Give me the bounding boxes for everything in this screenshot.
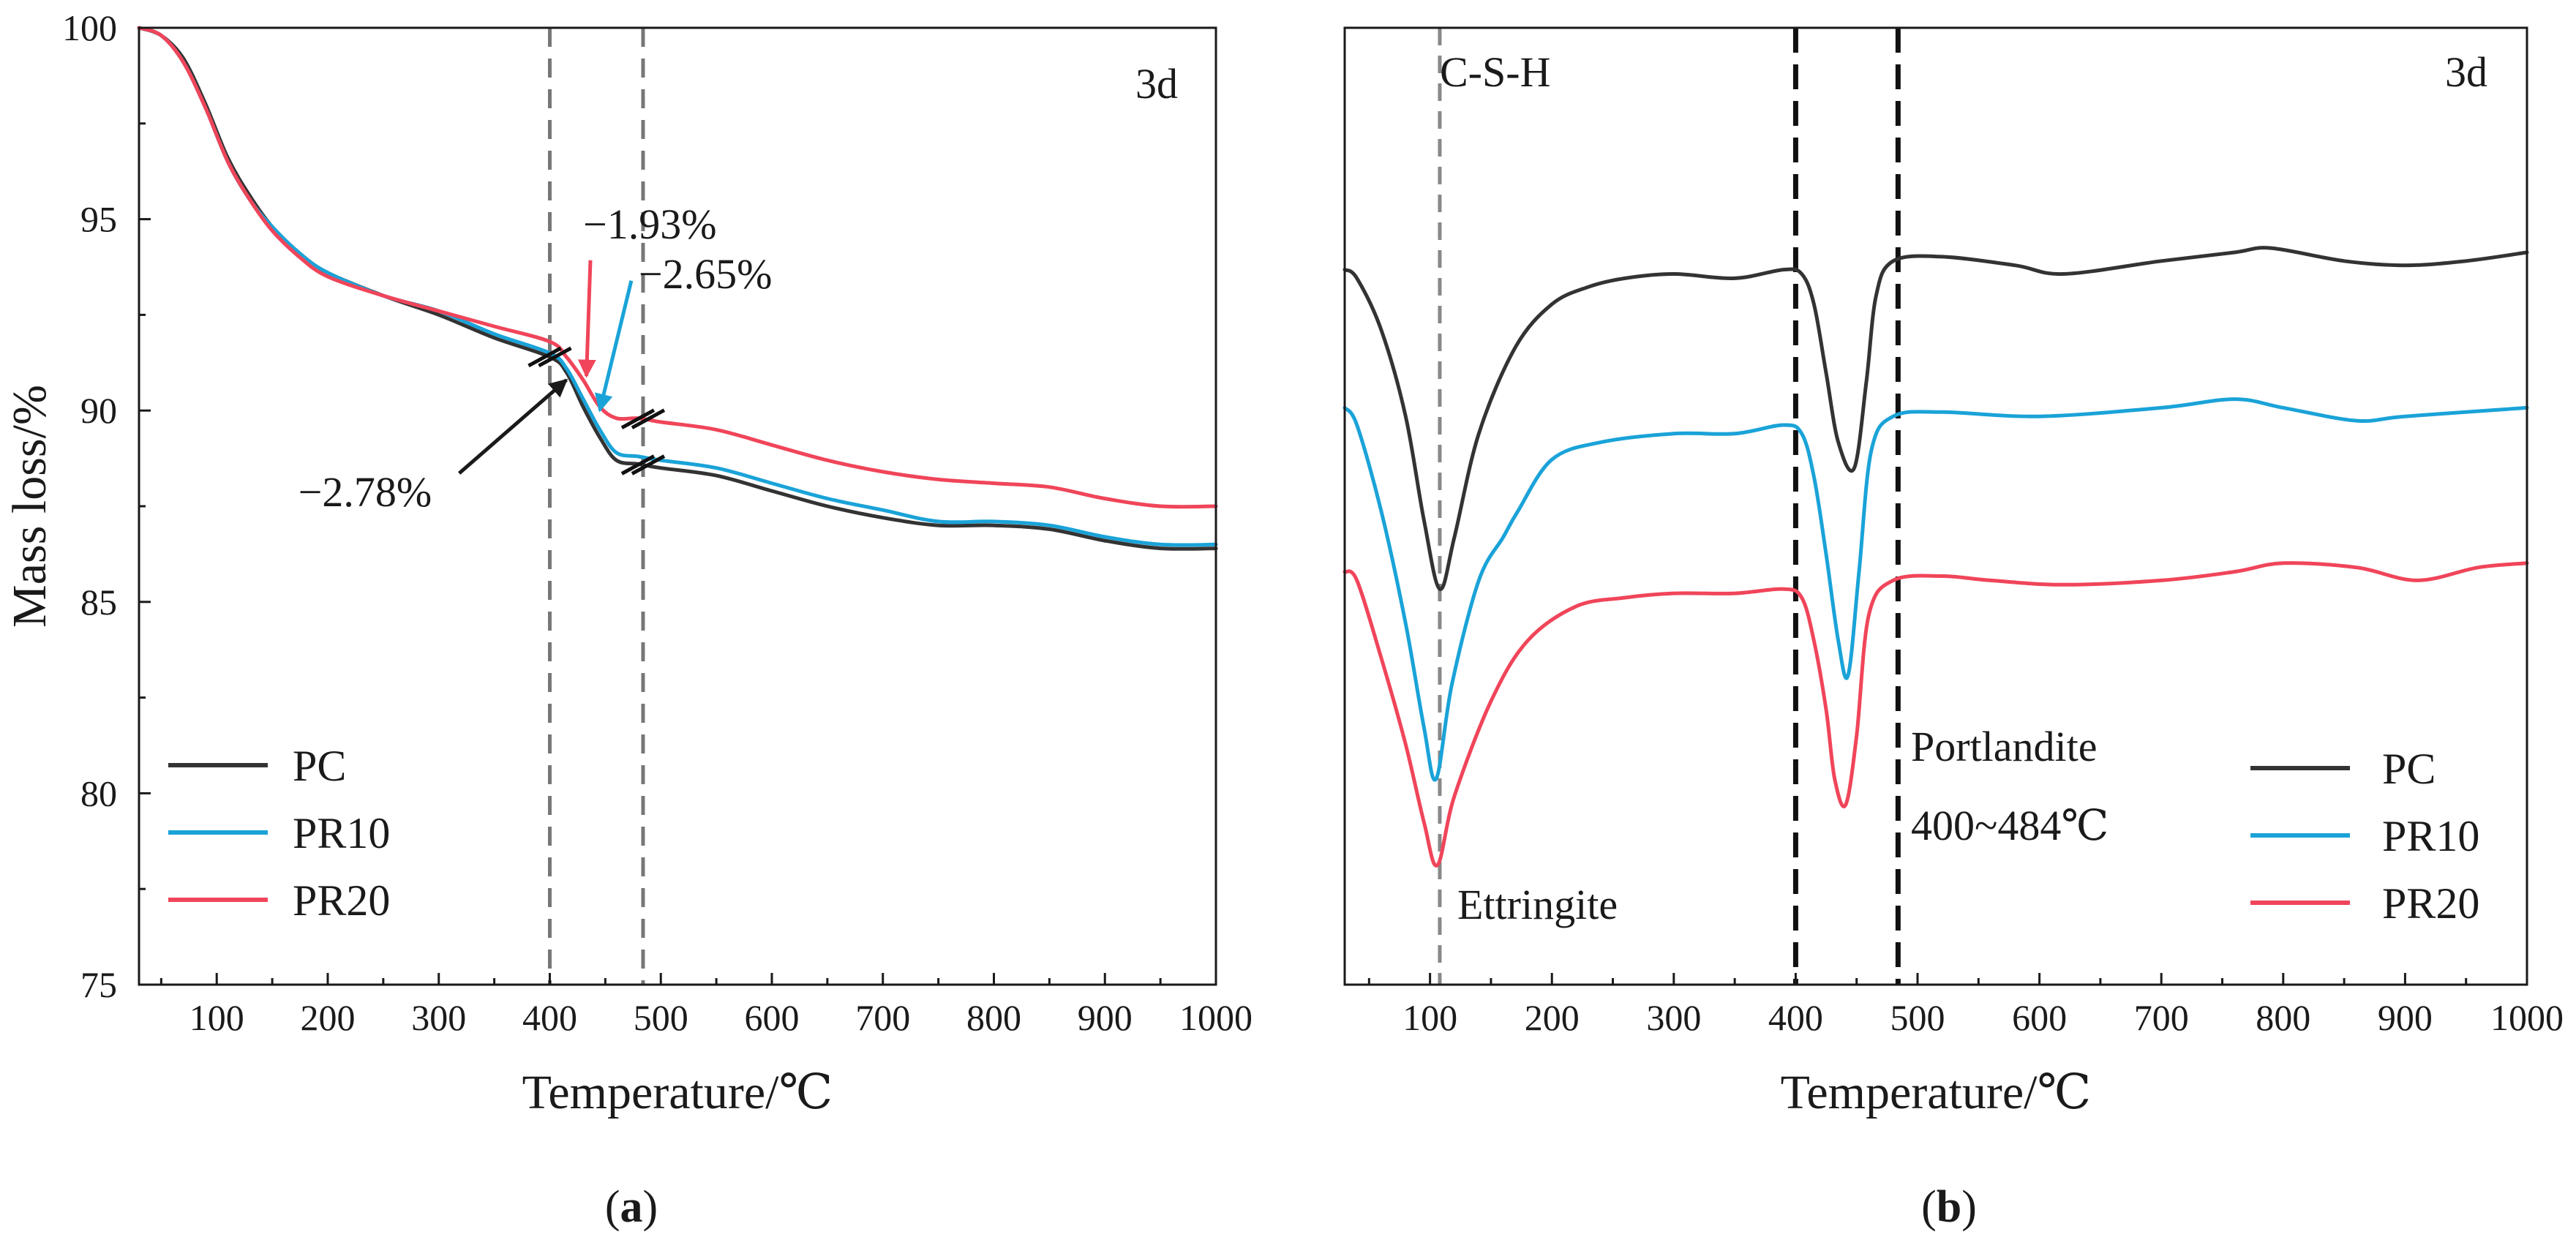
portlandite-label: Portlandite xyxy=(1911,723,2098,770)
panel-a-x-axis-title: Temperature/℃ xyxy=(522,1066,833,1119)
panel-a-x-tick-label: 500 xyxy=(634,997,688,1038)
csh-label: C-S-H xyxy=(1440,48,1550,96)
panel-a-y-tick-label: 95 xyxy=(80,199,117,240)
panel-b-series-line-pr20 xyxy=(1343,561,2529,868)
panel-b-x-axis-title: Temperature/℃ xyxy=(1781,1066,2092,1119)
panel-a-y-tick-label: 100 xyxy=(62,7,117,48)
panel-a-x-ticks: 100 200 300 400 500 600 700 800 900 1000 xyxy=(159,973,1253,1038)
panel-a-annotation-label: −1.93% xyxy=(583,200,717,248)
panel-a-break-mark xyxy=(631,408,666,429)
panel-a-annotation-arrow xyxy=(457,378,568,475)
panel-a-y-tick-label: 90 xyxy=(80,390,117,431)
panel-b-caption-letter: b xyxy=(1937,1182,1961,1232)
panel-a-series-line-pc xyxy=(137,26,1218,551)
panel-a-break-mark xyxy=(620,454,656,475)
panel-a-series-line-pr20 xyxy=(137,26,1218,509)
panel-b-x-tick-label: 600 xyxy=(2012,997,2067,1038)
panel-b-legend-label-pr20: PR20 xyxy=(2382,879,2479,928)
panel-a-caption-letter: a xyxy=(620,1182,643,1232)
panel-b-legend-label-pr10: PR10 xyxy=(2382,812,2479,860)
panel-b-x-tick-label: 900 xyxy=(2378,997,2433,1038)
panel-a-x-tick-label: 1000 xyxy=(1179,997,1253,1038)
panel-a-y-ticks: 75 80 85 90 95 100 xyxy=(62,7,151,1005)
panel-a-y-tick-label: 80 xyxy=(80,773,117,813)
panel-a-y-axis-title: Mass loss/% xyxy=(3,385,56,628)
panel-b-x-tick-label: 200 xyxy=(1525,997,1580,1038)
panel-b-vertical-guides xyxy=(1438,28,1901,985)
panel-b-plot-frame xyxy=(1343,26,2528,986)
panel-b-series-line-pr10 xyxy=(1343,397,2529,782)
panel-b-x-tick-label: 1000 xyxy=(2490,997,2564,1038)
panel-a-mass-loss-annotations: −1.93%−2.65% −2.78% xyxy=(298,200,773,516)
panel-a-break-mark xyxy=(631,454,666,475)
panel-a-vertical-guides xyxy=(547,28,645,985)
panel-a-series xyxy=(137,26,1218,551)
panel-a-legend-label-pr10: PR10 xyxy=(293,809,390,857)
panel-a-annotation-label: −2.65% xyxy=(639,250,773,298)
panel-a-x-tick-label: 800 xyxy=(966,997,1021,1038)
panel-a-y-tick-label: 75 xyxy=(80,964,117,1005)
panel-b-caption: (b) xyxy=(1921,1182,1977,1232)
panel-a-annotation-arrow xyxy=(594,280,634,413)
panel-b-x-tick-label: 800 xyxy=(2256,997,2310,1038)
panel-b-x-tick-label: 500 xyxy=(1890,997,1945,1038)
panel-a-break-mark xyxy=(527,346,562,368)
panel-a-y-tick-label: 85 xyxy=(80,582,117,623)
panel-a-x-tick-label: 400 xyxy=(522,997,577,1038)
panel-a-curve-break-marks xyxy=(527,346,666,475)
panel-b-x-tick-label: 100 xyxy=(1402,997,1457,1038)
panel-b-age-tag: 3d xyxy=(2445,48,2487,96)
panel-a-caption: (a) xyxy=(605,1182,658,1232)
panel-a-age-tag: 3d xyxy=(1135,60,1178,108)
panel-b-dtg-chart: 100 200 300 400 500 600 700 800 900 1000 Temperat… xyxy=(1343,26,2564,1232)
panel-a-break-mark xyxy=(538,346,572,368)
panel-a-x-tick-label: 700 xyxy=(855,997,910,1038)
portlandite-range-label: 400~484℃ xyxy=(1911,802,2109,849)
panel-a-x-tick-label: 900 xyxy=(1078,997,1133,1038)
panel-b-x-tick-label: 300 xyxy=(1646,997,1701,1038)
panel-b-x-ticks: 100 200 300 400 500 600 700 800 900 1000 xyxy=(1367,973,2564,1038)
ettringite-label: Ettringite xyxy=(1457,881,1618,928)
panel-a-break-mark xyxy=(620,408,656,429)
panel-a-x-tick-label: 100 xyxy=(189,997,244,1038)
panel-b-legend: PC PR10 PR20 xyxy=(2250,745,2479,928)
panel-b-x-tick-label: 700 xyxy=(2134,997,2189,1038)
panel-b-x-tick-label: 400 xyxy=(1768,997,1823,1038)
panel-a-x-tick-label: 600 xyxy=(744,997,799,1038)
panel-a-annotation-arrow xyxy=(577,260,596,378)
panel-b-legend-label-pc: PC xyxy=(2382,745,2436,793)
panel-b-series-line-pc xyxy=(1343,246,2529,591)
panel-a-x-tick-label: 200 xyxy=(300,997,355,1038)
panel-a-annotation-label: −2.78% xyxy=(298,468,432,516)
panel-a-legend: PC PR10 PR20 xyxy=(168,742,390,925)
panel-a-mass-loss-chart: 100 200 300 400 500 600 700 800 900 1000 75 80 85 90… xyxy=(3,7,1253,1232)
panel-a-legend-label-pr20: PR20 xyxy=(293,876,390,925)
panel-a-legend-label-pc: PC xyxy=(293,742,346,790)
panel-a-x-tick-label: 300 xyxy=(411,997,466,1038)
panel-b-series xyxy=(1343,246,2529,868)
